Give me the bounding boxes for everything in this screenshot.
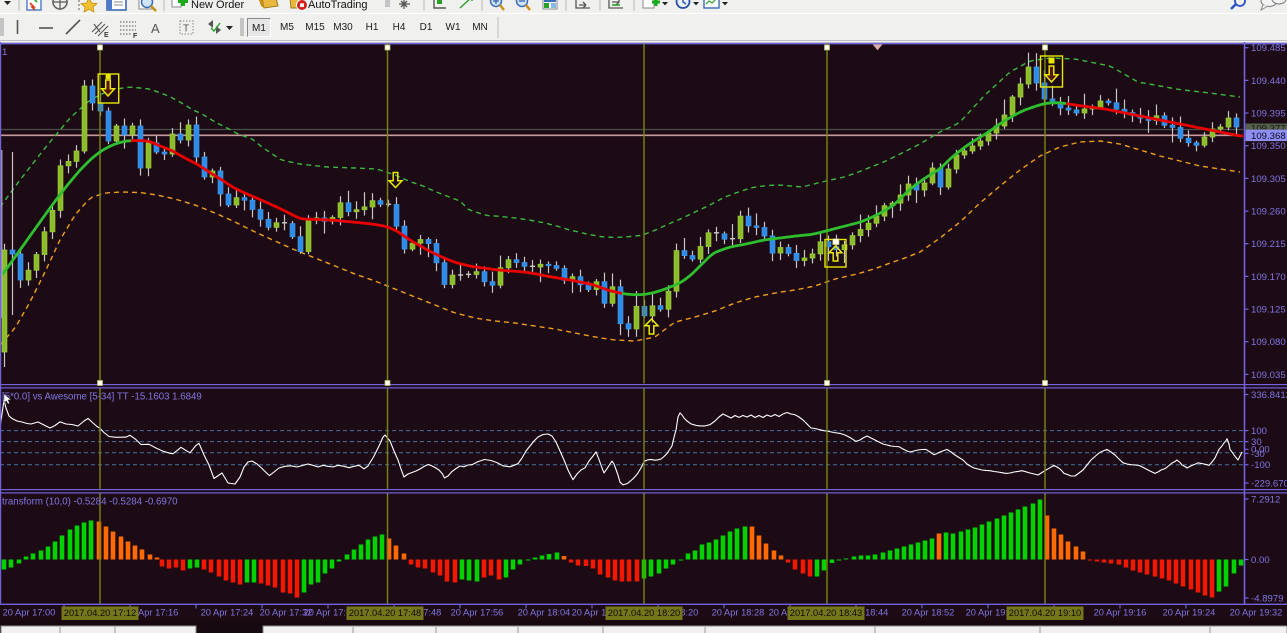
svg-text:109.125: 109.125 (1251, 305, 1286, 316)
svg-text:T: T (183, 24, 189, 35)
svg-text:336.8413: 336.8413 (1251, 390, 1287, 401)
svg-text:30: 30 (1251, 437, 1262, 448)
svg-text:20 Apr 18:52: 20 Apr 18:52 (902, 608, 955, 618)
svg-text:20 Apr 19:00: 20 Apr 19:00 (966, 608, 1019, 618)
svg-text:20 Apr 17:32: 20 Apr 17:32 (260, 608, 313, 618)
svg-text:2017.04.20 17:48: 2017.04.20 17:48 (349, 608, 421, 618)
svg-text:109.368: 109.368 (1251, 131, 1286, 142)
svg-text:20 Apr 19:32: 20 Apr 19:32 (1230, 608, 1283, 618)
svg-text:2017.04.20 18:20: 2017.04.20 18:20 (608, 608, 680, 618)
svg-text:-229.6703: -229.6703 (1251, 478, 1287, 489)
svg-text:-100: -100 (1251, 460, 1270, 471)
svg-text:-30: -30 (1251, 449, 1265, 460)
svg-text:2017.04.20 17:12: 2017.04.20 17:12 (64, 608, 136, 618)
svg-text:1: 1 (2, 47, 7, 58)
svg-text:100: 100 (1251, 426, 1267, 437)
svg-text:0.00: 0.00 (1251, 555, 1270, 566)
svg-text:E: E (104, 32, 109, 39)
svg-text:20 Apr 17:40: 20 Apr 17:40 (304, 608, 357, 618)
svg-text:-4.8979: -4.8979 (1251, 593, 1284, 604)
svg-text:109.377: 109.377 (1251, 124, 1286, 135)
svg-text:F: F (133, 33, 138, 40)
svg-text:20 Apr 19:24: 20 Apr 19:24 (1163, 608, 1216, 618)
svg-text:109.260: 109.260 (1251, 207, 1286, 218)
svg-text:20 Apr 18:04: 20 Apr 18:04 (518, 608, 571, 618)
svg-text:109.080: 109.080 (1251, 337, 1286, 348)
svg-text:20 Apr 17:56: 20 Apr 17:56 (451, 608, 504, 618)
svg-text:A: A (151, 21, 160, 36)
svg-text:109.440: 109.440 (1251, 76, 1286, 87)
svg-text:20 Apr 17:16: 20 Apr 17:16 (126, 608, 179, 618)
svg-text:20 Apr 17:00: 20 Apr 17:00 (3, 608, 56, 618)
svg-text:109.395: 109.395 (1251, 108, 1286, 119)
svg-text:transform (10,0) -0.5284 -0.52: transform (10,0) -0.5284 -0.5284 -0.6970 (2, 497, 178, 508)
svg-text:7.2912: 7.2912 (1251, 494, 1280, 505)
svg-text:[5*0.0] vs Awesome [5-34] TT -: [5*0.0] vs Awesome [5-34] TT -15.1603 1.… (2, 392, 202, 403)
svg-text:20 Apr 18:12: 20 Apr 18:12 (572, 608, 625, 618)
svg-text:109.035: 109.035 (1251, 370, 1286, 381)
svg-text:109.170: 109.170 (1251, 272, 1286, 283)
svg-text:20 Apr 18:28: 20 Apr 18:28 (712, 608, 765, 618)
svg-text:20 Apr 19:16: 20 Apr 19:16 (1094, 608, 1147, 618)
svg-text:20 Apr 17:24: 20 Apr 17:24 (201, 608, 254, 618)
svg-text:109.485: 109.485 (1251, 43, 1286, 54)
svg-text:2017.04.20 19:10: 2017.04.20 19:10 (1009, 608, 1081, 618)
svg-text:0.00: 0.00 (1251, 445, 1270, 456)
svg-text:109.350: 109.350 (1251, 141, 1286, 152)
svg-text:109.215: 109.215 (1251, 239, 1286, 250)
svg-text:109.305: 109.305 (1251, 174, 1286, 185)
svg-text:2017.04.20 18:43: 2017.04.20 18:43 (790, 608, 862, 618)
